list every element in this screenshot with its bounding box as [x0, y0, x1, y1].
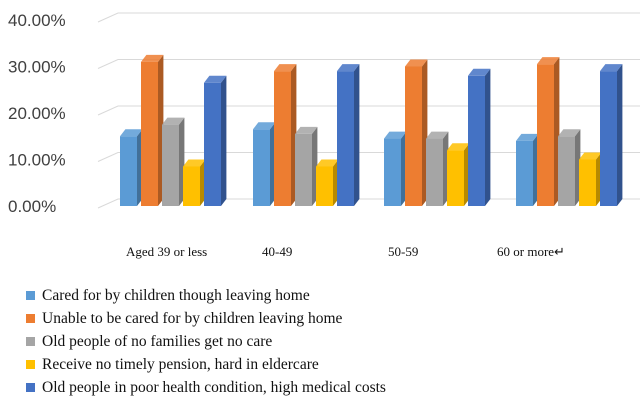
bar [426, 131, 449, 206]
bar [253, 122, 276, 206]
y-tick-label: 0.00% [8, 197, 56, 216]
x-tick-label: Aged 39 or less [126, 244, 207, 259]
bar [600, 64, 623, 207]
legend-label: Old people of no families get no care [42, 333, 272, 350]
y-axis-tick-labels: 0.00% 10.00% 20.00% 30.00% 40.00% [8, 11, 66, 216]
y-tick-label: 40.00% [8, 11, 66, 30]
bar [204, 75, 227, 207]
gridline [97, 12, 640, 23]
y-tick-label: 10.00% [8, 151, 66, 170]
bar [316, 159, 339, 206]
bar [516, 133, 539, 206]
bar [120, 129, 143, 206]
legend-label: Receive no timely pension, hard in elder… [42, 356, 319, 373]
legend-item: Cared for by children though leaving hom… [26, 287, 310, 304]
legend-swatch [26, 314, 35, 323]
bar [447, 143, 470, 206]
x-tick-label: 40-49 [262, 244, 292, 259]
legend: Cared for by children though leaving hom… [26, 287, 386, 396]
bar [141, 54, 164, 206]
legend-swatch [26, 360, 35, 369]
bar [405, 59, 428, 206]
bar [558, 129, 581, 206]
x-tick-label: 50-59 [388, 244, 418, 259]
x-axis-tick-labels: Aged 39 or less 40-49 50-59 60 or more↵ [126, 244, 565, 259]
bar [295, 126, 318, 206]
gridline [97, 59, 640, 69]
x-tick-label: 60 or more↵ [497, 244, 565, 259]
legend-label: Cared for by children though leaving hom… [42, 287, 310, 304]
bar [183, 159, 206, 206]
legend-swatch [26, 337, 35, 346]
y-tick-label: 20.00% [8, 104, 66, 123]
bars-layer [120, 54, 623, 207]
bar [468, 68, 491, 206]
legend-item: Unable to be cared for by children leavi… [26, 310, 343, 327]
bar [274, 64, 297, 207]
legend-label: Unable to be cared for by children leavi… [42, 310, 343, 327]
bar [337, 64, 360, 207]
legend-label: Old people in poor health condition, hig… [42, 379, 386, 396]
legend-item: Receive no timely pension, hard in elder… [26, 356, 319, 373]
legend-swatch [26, 383, 35, 392]
bar [537, 57, 560, 206]
y-tick-label: 30.00% [8, 58, 66, 77]
legend-swatch [26, 291, 35, 300]
legend-item: Old people in poor health condition, hig… [26, 379, 386, 396]
bar [384, 131, 407, 206]
legend-item: Old people of no families get no care [26, 333, 272, 350]
bar [579, 152, 602, 206]
bar [162, 117, 185, 206]
gridline [97, 105, 640, 116]
